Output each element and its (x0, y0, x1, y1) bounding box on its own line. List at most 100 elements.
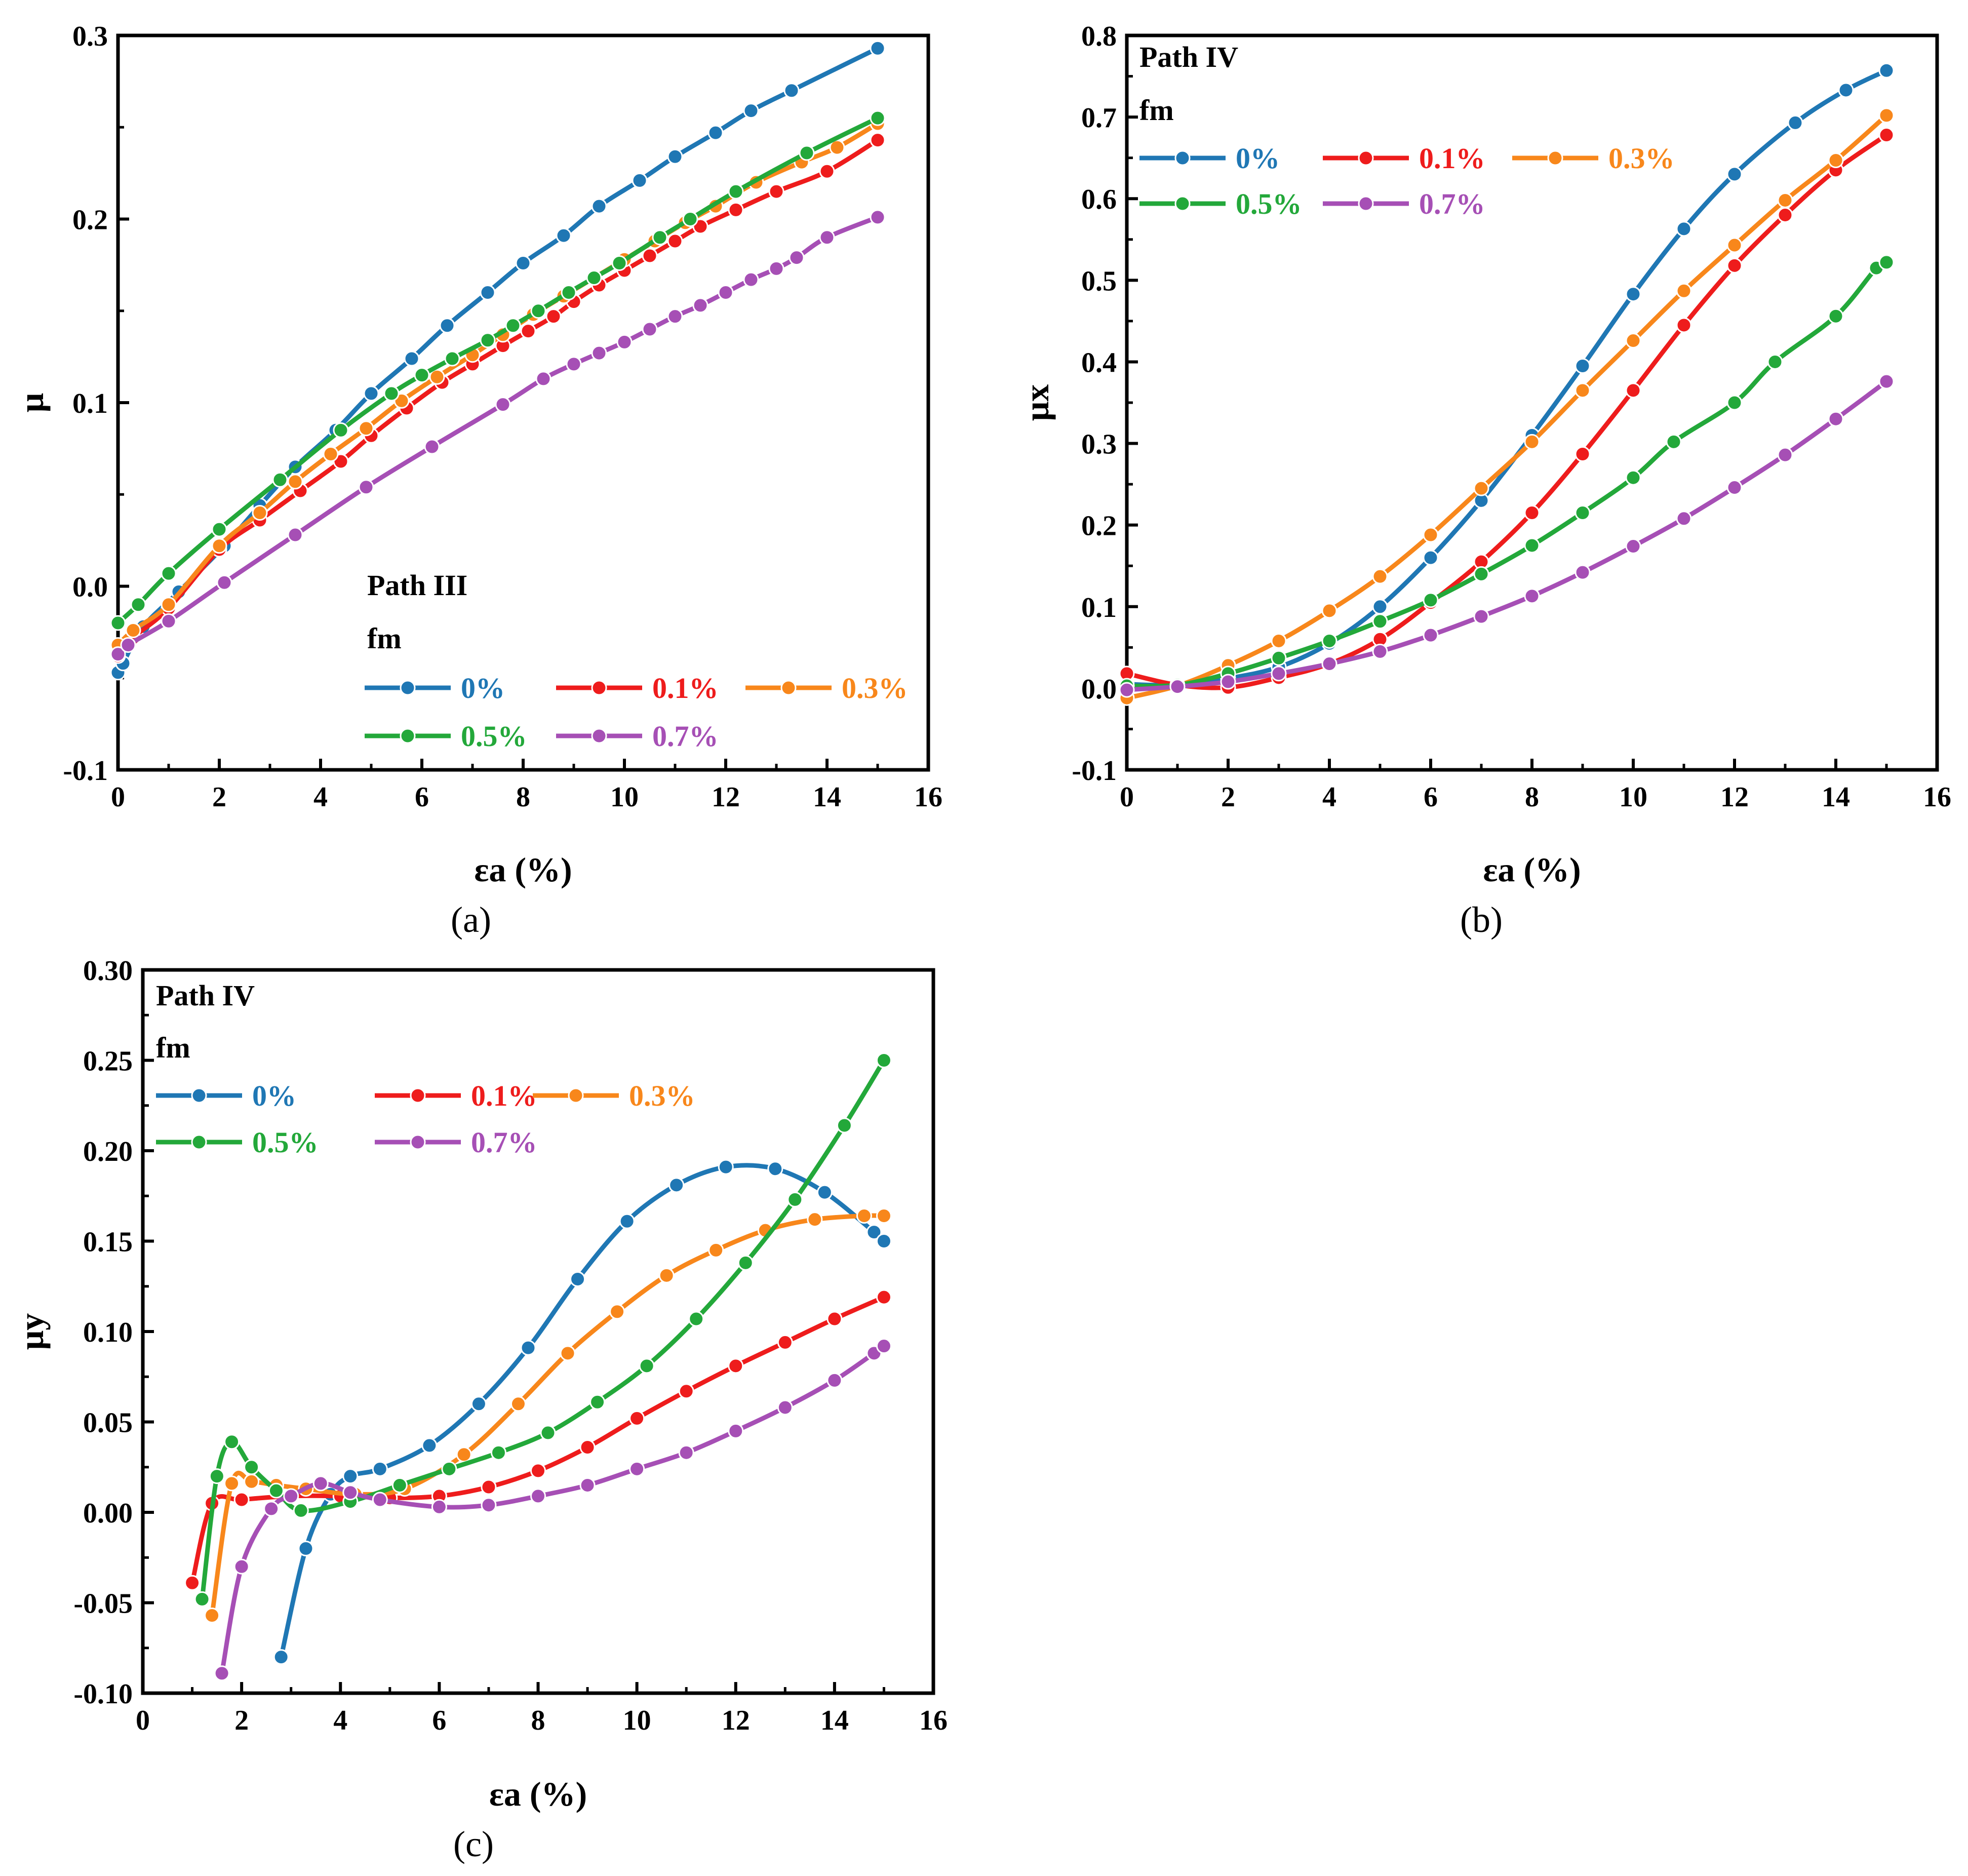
series-line (1124, 133, 1889, 690)
y-tick-label: -0.10 (73, 1678, 133, 1710)
legend-label: 0.3% (1608, 142, 1675, 175)
legend-subtitle: fm (156, 1031, 190, 1064)
data-point (214, 1665, 230, 1682)
data-point (1575, 382, 1591, 399)
x-tick-label: 12 (722, 1705, 750, 1736)
data-point (372, 1461, 388, 1477)
data-point (125, 622, 141, 638)
data-point (1676, 221, 1692, 237)
data-point (876, 1233, 892, 1249)
x-tick-label: 10 (623, 1705, 651, 1736)
series-0-7pct (110, 209, 886, 662)
data-point (566, 356, 582, 372)
data-point (323, 446, 339, 462)
x-tick-label: 8 (531, 1705, 545, 1736)
data-point (1372, 568, 1388, 584)
data-point (856, 1208, 872, 1224)
data-point (244, 1473, 260, 1490)
data-point (204, 1607, 220, 1623)
x-tick-label: 0 (136, 1705, 150, 1736)
x-tick-label: 6 (415, 781, 429, 813)
data-point (1524, 588, 1540, 604)
data-point (211, 538, 227, 554)
data-point (1372, 643, 1388, 659)
legend-swatch-marker (410, 1087, 426, 1104)
data-point (431, 1499, 447, 1515)
data-point (826, 1372, 843, 1388)
data-point (1777, 207, 1793, 223)
data-point (682, 211, 698, 227)
chart-panel-1: 0 2 4 6 8 10 12 14 16 -0.1 0.0 0.1 0.2 0.3 εa (%) μ (a) P… (12, 21, 942, 940)
data-point (632, 172, 648, 188)
x-tick-label: 4 (313, 781, 328, 813)
legend-subtitle: fm (1139, 94, 1174, 127)
data-point (530, 1488, 546, 1504)
data-point (252, 505, 268, 521)
legend-swatch-marker (1174, 196, 1191, 212)
data-point (1767, 354, 1783, 370)
data-point (293, 1502, 309, 1518)
series-line (190, 1295, 886, 1585)
y-tick-label: 0.05 (83, 1408, 133, 1439)
legend-label: 0.5% (252, 1126, 319, 1159)
legend-label: 0.3% (629, 1079, 695, 1112)
legend-item: 0.7% (375, 1126, 537, 1159)
data-point (273, 1649, 289, 1665)
data-point (194, 1591, 210, 1607)
data-point (439, 318, 455, 334)
x-tick-label: 2 (1221, 781, 1235, 813)
data-point (424, 439, 440, 455)
data-point (737, 1255, 754, 1271)
legend-label: 0.1% (471, 1079, 537, 1112)
data-point (1271, 633, 1287, 649)
legend-swatch-marker (1547, 150, 1563, 166)
legend-item: 0.7% (1323, 187, 1485, 220)
data-point (1119, 682, 1135, 698)
data-point (481, 1479, 497, 1495)
x-tick-label: 8 (1525, 781, 1539, 813)
legend-swatch-marker (191, 1087, 207, 1104)
data-point (520, 323, 536, 339)
data-point (561, 285, 577, 300)
legend: Path IV fm 0% 0.1% 0.3% 0.5% 0.7% (156, 979, 695, 1159)
x-tick-label: 2 (234, 1705, 249, 1736)
series-0-5pct (110, 110, 886, 631)
legend-swatch-marker (591, 728, 607, 744)
data-point (495, 397, 511, 413)
data-point (1524, 537, 1540, 554)
legend-swatch-marker (1358, 196, 1374, 212)
x-tick-label: 12 (712, 781, 740, 813)
data-point (718, 1159, 734, 1175)
data-point (283, 1488, 299, 1504)
data-point (816, 1184, 833, 1200)
legend-swatch-marker (400, 728, 416, 744)
y-tick-label: -0.1 (1072, 755, 1117, 787)
legend-label: 0% (1236, 142, 1280, 175)
y-tick-label: 0.3 (1081, 429, 1117, 460)
data-point (363, 385, 379, 402)
data-point (263, 1501, 280, 1517)
legend-title: Path IV (1139, 41, 1238, 73)
y-tick-label: 0.3 (72, 21, 108, 52)
data-point (421, 1437, 438, 1454)
data-point (707, 125, 724, 141)
data-point (530, 303, 546, 319)
legend-item: 0.3% (1512, 142, 1675, 175)
data-point (743, 103, 759, 119)
y-axis-label: μ (12, 393, 51, 413)
y-tick-label: 0.15 (83, 1227, 133, 1258)
data-point (619, 1213, 635, 1229)
y-tick-label: 0.30 (83, 955, 133, 987)
data-point (728, 183, 744, 200)
x-tick-label: 14 (813, 781, 841, 813)
data-point (1828, 152, 1844, 168)
data-point (287, 527, 303, 543)
data-point (1878, 254, 1895, 270)
data-point (826, 1311, 843, 1327)
data-point (272, 472, 288, 488)
data-point (1625, 382, 1641, 399)
series-0-3pct (204, 1208, 892, 1623)
data-point (1676, 317, 1692, 333)
data-point (1777, 192, 1793, 208)
data-point (1423, 627, 1439, 643)
